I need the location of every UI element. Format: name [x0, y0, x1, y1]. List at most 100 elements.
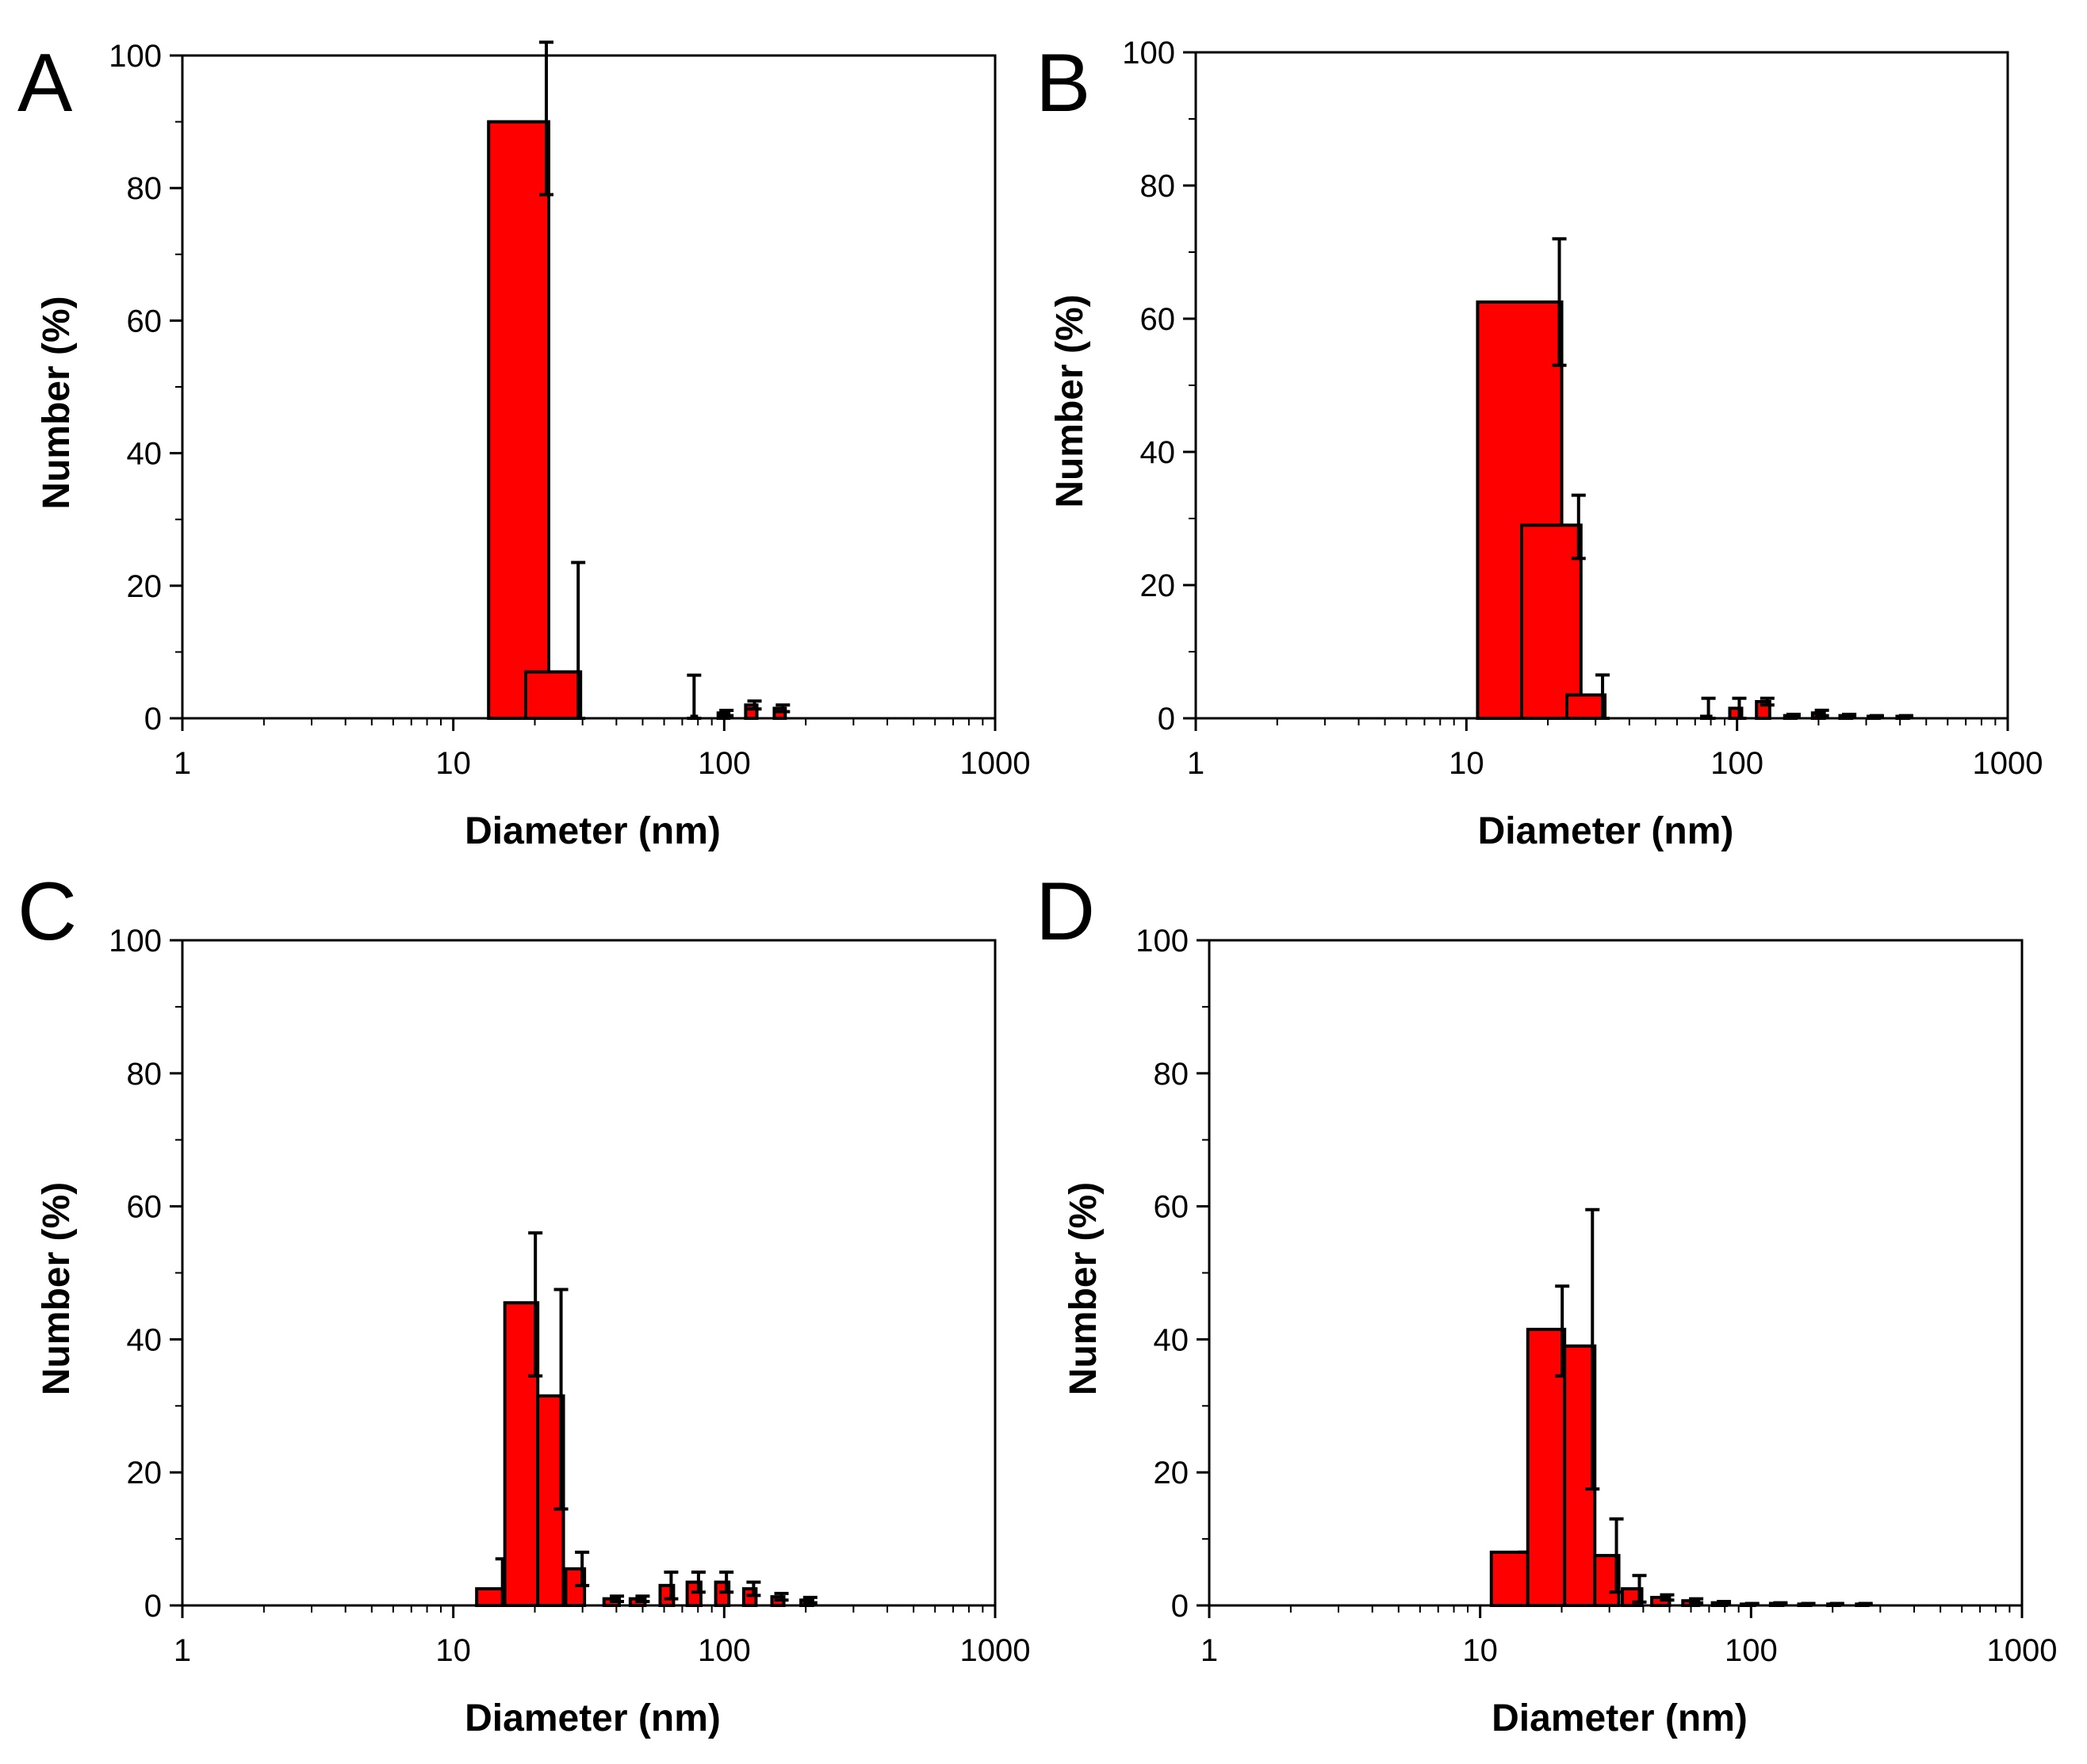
x-tick-label-a-0: 1 — [174, 746, 191, 781]
y-tick-label-d-0: 0 — [1171, 1589, 1189, 1624]
error-bar-d-5 — [1660, 1593, 1675, 1602]
y-tick-label-b-2: 40 — [1140, 435, 1176, 470]
x-tick-label-d-2: 100 — [1725, 1633, 1778, 1668]
x-axis-label-a: Diameter (nm) — [465, 810, 721, 852]
error-bar-a-0 — [538, 40, 553, 197]
x-axis-c: 1 10 100 1000 — [174, 1605, 1031, 1668]
x-axis-d: 1 10 100 1000 — [1201, 1605, 2058, 1668]
error-bar-c-2 — [553, 1288, 569, 1511]
y-tick-label-b-0: 0 — [1158, 702, 1175, 737]
y-tick-label-c-2: 40 — [127, 1322, 163, 1357]
x-tick-label-b-1: 10 — [1449, 746, 1484, 781]
y-tick-label-c-4: 80 — [127, 1057, 163, 1092]
y-tick-label-c-3: 60 — [127, 1190, 163, 1225]
y-tick-label-d-1: 20 — [1154, 1456, 1189, 1490]
y-axis-d: 0 20 40 60 80 100 — [1135, 924, 1209, 1624]
x-axis-label-b: Diameter (nm) — [1478, 810, 1734, 852]
y-tick-label-a-1: 20 — [127, 569, 163, 604]
y-tick-label-d-3: 60 — [1154, 1190, 1189, 1225]
x-tick-label-b-0: 1 — [1187, 746, 1204, 781]
error-bar-c-11 — [802, 1595, 818, 1605]
y-tick-label-a-2: 40 — [127, 437, 163, 472]
bar-d-1 — [1526, 1327, 1567, 1607]
bars-c — [475, 1231, 818, 1608]
error-bar-c-6 — [664, 1571, 679, 1601]
bars-b — [1476, 237, 1913, 721]
x-axis-a: 1 10 100 1000 — [174, 718, 1031, 781]
bar-a-0 — [487, 120, 550, 721]
x-tick-label-d-3: 1000 — [1987, 1633, 2058, 1668]
error-bar-d-2 — [1585, 1207, 1600, 1491]
error-bar-a-4 — [747, 699, 762, 711]
error-bar-b-5 — [1760, 696, 1775, 707]
plot-frame-a — [181, 54, 997, 720]
x-tick-label-d-1: 10 — [1462, 1633, 1498, 1668]
error-bar-a-3 — [719, 708, 734, 717]
error-bar-b-7 — [1814, 708, 1829, 717]
bar-d-0 — [1489, 1550, 1530, 1608]
y-tick-label-d-5: 100 — [1135, 924, 1189, 959]
y-tick-label-b-4: 80 — [1140, 169, 1176, 204]
x-tick-label-a-2: 100 — [698, 746, 751, 781]
panel-label-c: C — [17, 866, 77, 958]
y-tick-label-d-4: 80 — [1154, 1057, 1189, 1092]
y-tick-label-a-3: 60 — [127, 304, 163, 339]
error-bar-b-10 — [1898, 714, 1913, 719]
y-axis-b: 0 20 40 60 80 100 — [1122, 36, 1196, 737]
y-tick-label-c-1: 20 — [127, 1456, 163, 1490]
y-axis-label-c: Number (%) — [36, 1182, 78, 1395]
error-bar-b-1 — [1571, 493, 1586, 561]
plot-frame-d — [1208, 939, 2024, 1607]
bar-b-1 — [1520, 523, 1583, 721]
y-tick-label-d-2: 40 — [1154, 1322, 1189, 1357]
error-bar-d-9 — [1773, 1601, 1788, 1606]
chart-panel-c: C 0 20 40 60 80 100 1 10 100 1000 Diameter (nm) Numb… — [17, 866, 1030, 1739]
x-tick-label-c-0: 1 — [174, 1633, 191, 1668]
error-bar-c-9 — [746, 1580, 761, 1598]
error-bar-c-10 — [774, 1591, 789, 1602]
y-axis-c: 0 20 40 60 80 100 — [109, 924, 182, 1624]
y-axis-label-a: Number (%) — [36, 296, 78, 509]
x-axis-label-c: Diameter (nm) — [465, 1697, 721, 1739]
panel-label-d: D — [1036, 866, 1095, 958]
error-bar-b-9 — [1869, 714, 1884, 719]
error-bar-b-6 — [1786, 712, 1801, 719]
panel-label-b: B — [1036, 37, 1090, 129]
y-tick-label-b-3: 60 — [1140, 302, 1176, 337]
x-tick-label-a-1: 10 — [435, 746, 471, 781]
x-tick-label-b-2: 100 — [1710, 746, 1763, 781]
error-bar-d-6 — [1689, 1597, 1704, 1605]
plot-frame-c — [181, 939, 997, 1607]
x-tick-label-c-3: 1000 — [960, 1633, 1031, 1668]
error-bar-c-7 — [691, 1571, 706, 1594]
plot-frame-b — [1194, 51, 2009, 720]
error-bar-d-7 — [1717, 1599, 1732, 1606]
x-tick-label-c-2: 100 — [698, 1633, 751, 1668]
bar-d-3 — [1593, 1554, 1621, 1607]
bars-d — [1489, 1207, 1873, 1608]
error-bar-a-2 — [687, 673, 702, 720]
y-tick-label-a-0: 0 — [144, 702, 162, 737]
error-bar-a-5 — [775, 703, 791, 714]
error-bar-b-0 — [1552, 237, 1567, 367]
chart-panel-b: B 0 20 40 60 80 100 1 10 100 1000 Diameter (nm) Numb… — [1036, 36, 2043, 852]
error-bar-b-8 — [1842, 712, 1857, 719]
bar-b-2 — [1564, 693, 1607, 720]
x-tick-label-b-3: 1000 — [1973, 746, 2043, 781]
error-bar-d-4 — [1632, 1574, 1647, 1604]
error-bar-c-3 — [575, 1550, 590, 1587]
y-tick-label-b-1: 20 — [1140, 568, 1176, 603]
chart-panel-d: D 0 20 40 60 80 100 1 10 100 1000 Diameter (nm) Numb… — [1036, 866, 2057, 1739]
x-tick-label-a-3: 1000 — [960, 746, 1031, 781]
error-bar-c-5 — [635, 1594, 650, 1603]
panel-label-a: A — [17, 37, 73, 129]
bar-a-1 — [523, 670, 583, 720]
bars-a — [487, 40, 791, 721]
y-tick-label-c-5: 100 — [109, 924, 162, 959]
y-tick-label-b-5: 100 — [1122, 36, 1175, 71]
y-axis-a: 0 20 40 60 80 100 — [109, 39, 182, 737]
x-axis-b: 1 10 100 1000 — [1187, 718, 2043, 781]
y-axis-label-d: Number (%) — [1063, 1182, 1105, 1395]
error-bar-c-1 — [528, 1231, 543, 1378]
